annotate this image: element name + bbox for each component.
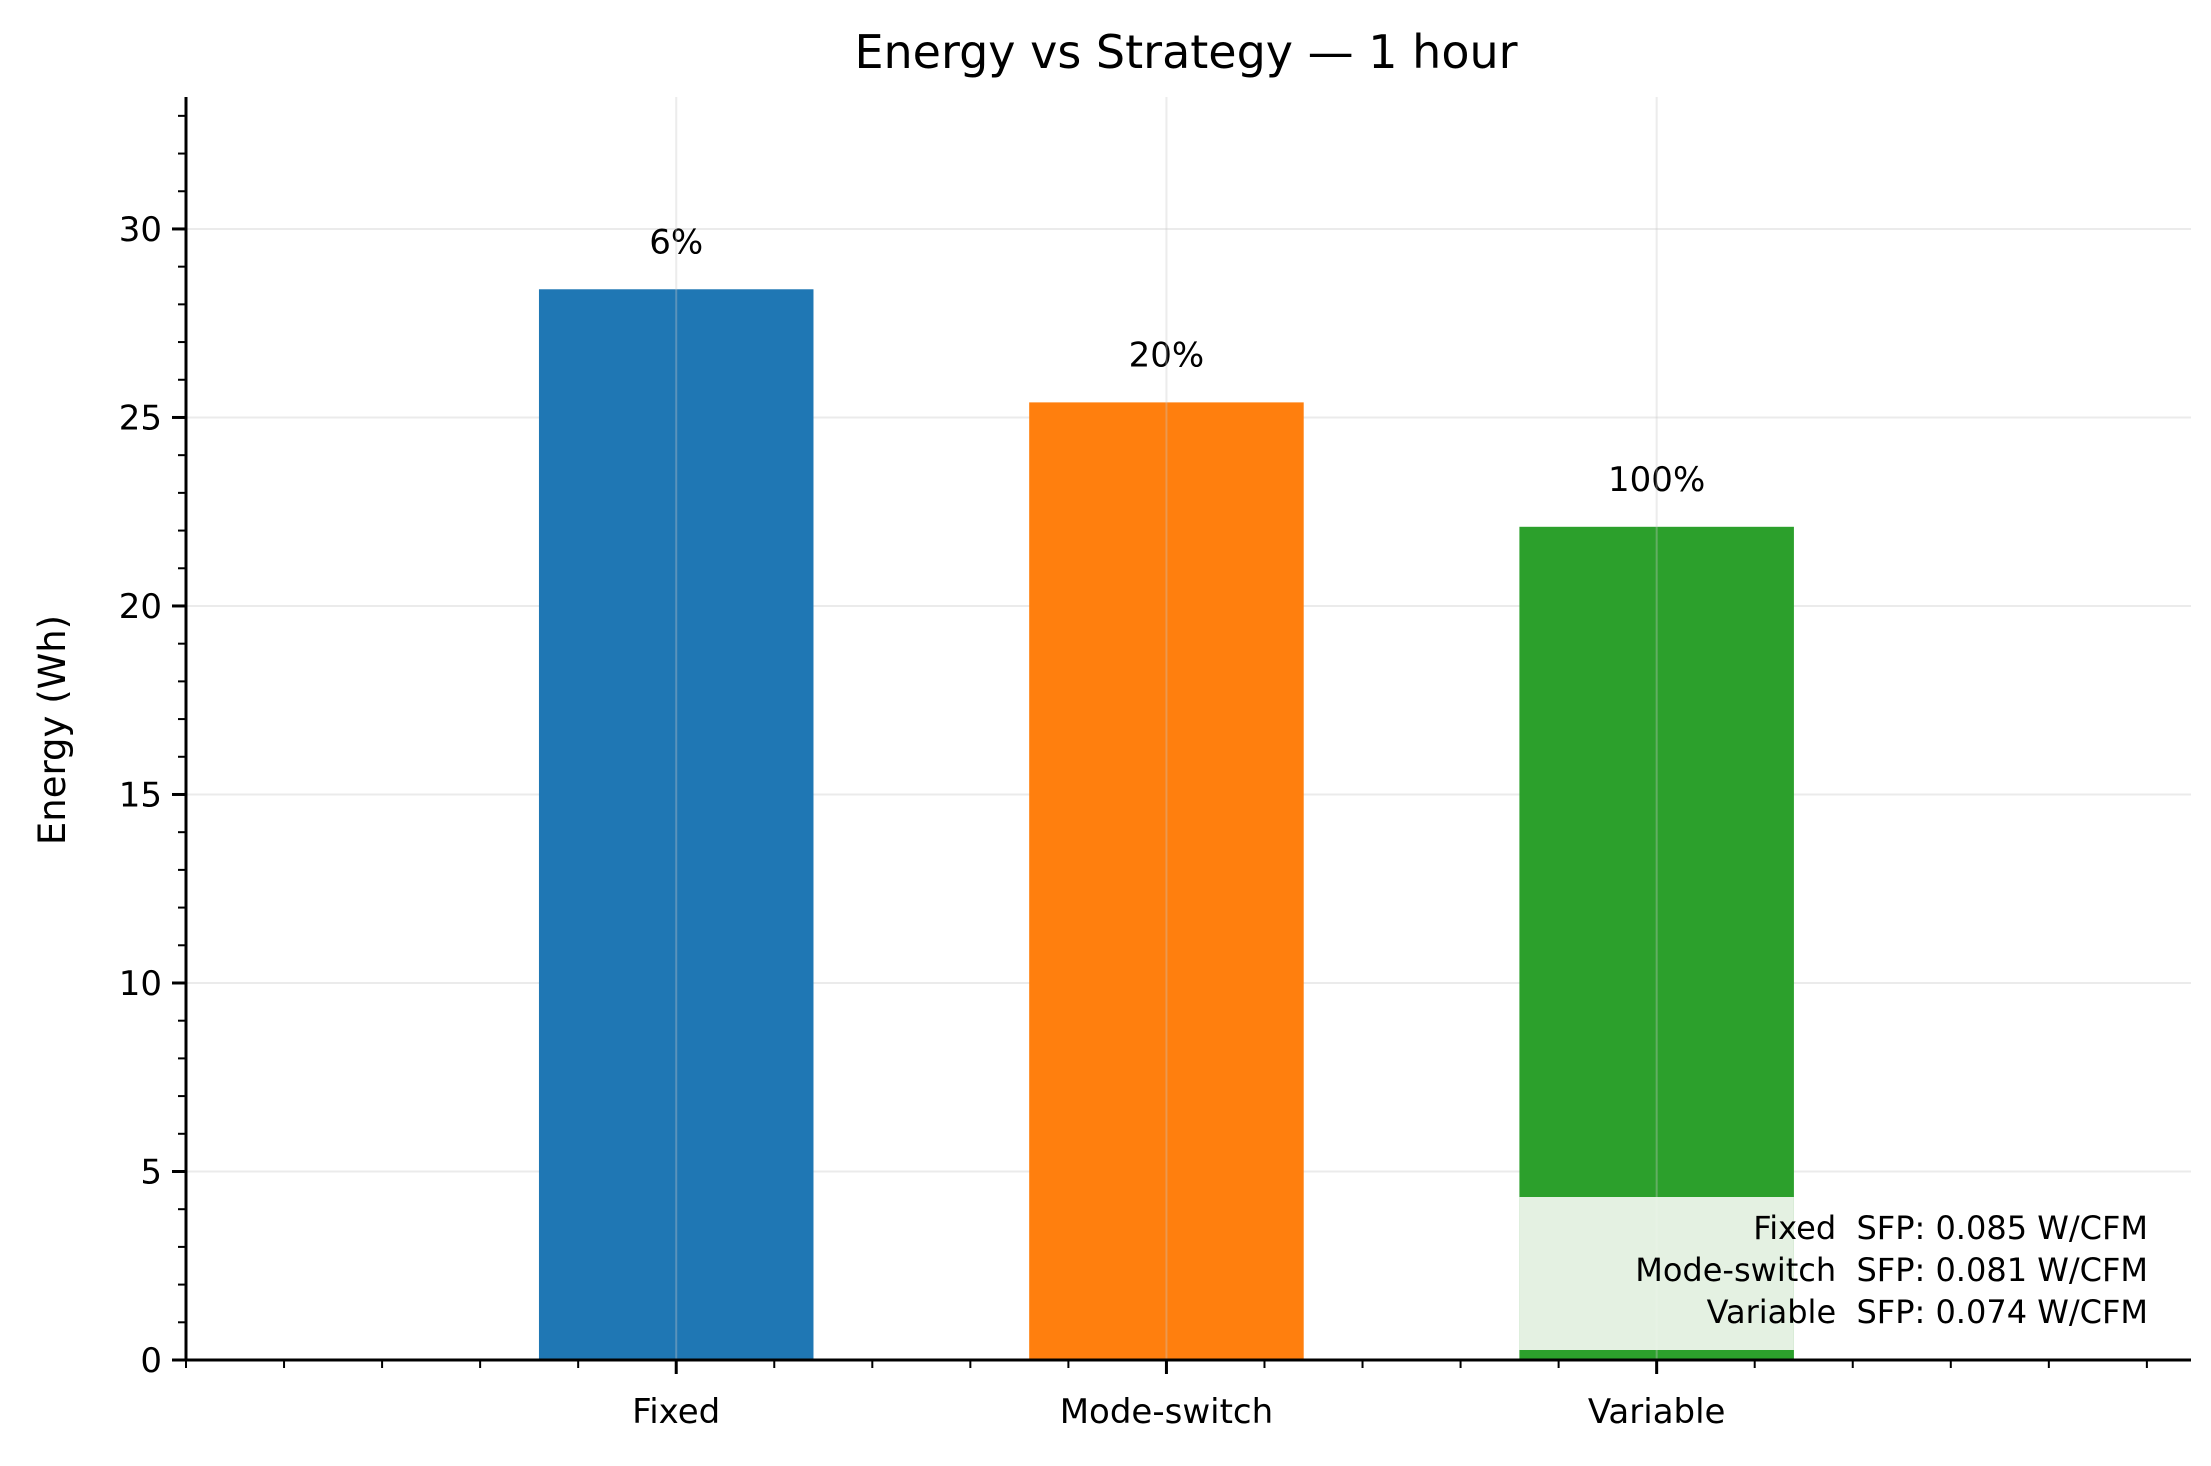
x-tick-label: Mode-switch [1060, 1392, 1273, 1432]
x-tick-label: Fixed [632, 1392, 720, 1432]
axes: 0 5 10 15 20 25 30 Fixed Mode-switch Variable [119, 97, 2191, 1432]
bar-value-label: 100% [1608, 460, 1705, 500]
y-axis-label: Energy (Wh) [31, 615, 74, 845]
y-tick-label: 30 [119, 210, 162, 250]
bar-fixed [538, 289, 814, 1361]
bar-value-label: 6% [649, 222, 703, 262]
bar-mode-switch [1029, 402, 1304, 1360]
annotation-line: Fixed SFP: 0.085 W/CFM [1753, 1209, 2148, 1247]
x-tick-label: Variable [1588, 1392, 1726, 1432]
annotation-background [1519, 1197, 1794, 1350]
annotation-line: Mode-switch SFP: 0.081 W/CFM [1635, 1251, 2148, 1289]
y-tick-label: 0 [140, 1341, 162, 1381]
y-tick-label: 25 [119, 398, 162, 438]
y-tick-label: 15 [119, 775, 162, 815]
annotation-line: Variable SFP: 0.074 W/CFM [1707, 1293, 2148, 1331]
bars: 6% 20% 100% [538, 222, 1794, 1361]
y-tick-label: 20 [119, 587, 162, 627]
annotation-box: Fixed SFP: 0.085 W/CFM Mode-switch SFP: 0… [1519, 1197, 2148, 1350]
bar-value-label: 20% [1129, 335, 1205, 375]
y-tick-label: 10 [119, 964, 162, 1004]
chart-title: Energy vs Strategy — 1 hour [854, 25, 1517, 79]
y-tick-label: 5 [140, 1152, 162, 1192]
